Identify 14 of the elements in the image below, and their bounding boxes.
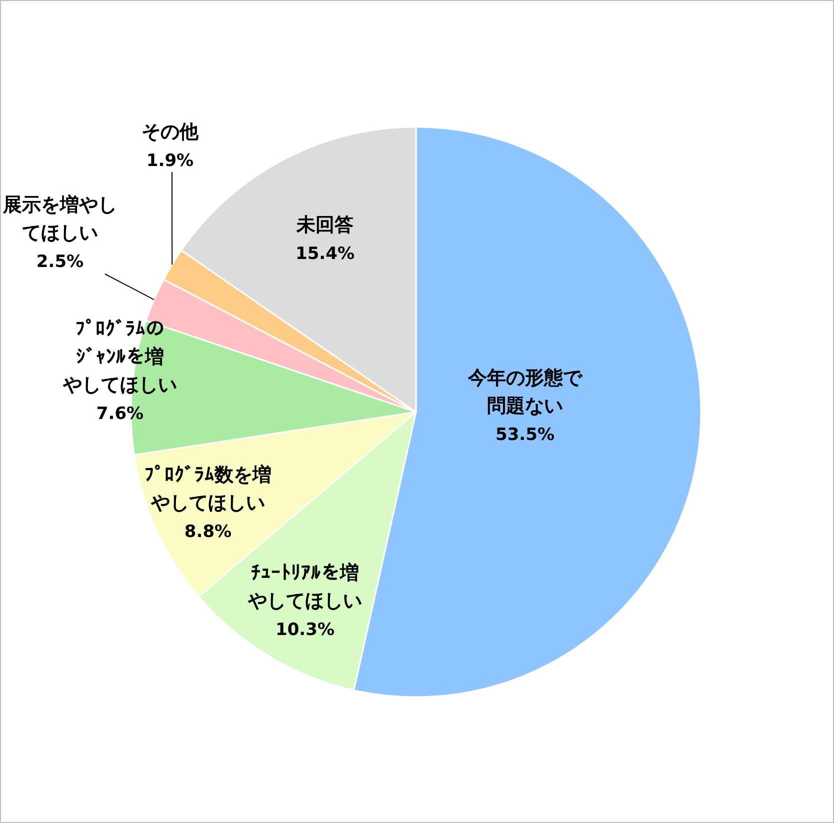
slice-label: 今年の形態で問題ない	[467, 367, 583, 418]
slice-label: ﾌﾟﾛｸﾞﾗﾑ数を増やしてほしい	[144, 464, 272, 514]
data-label: 7.6%	[96, 404, 144, 424]
slice-label: その他	[142, 121, 200, 144]
data-label: 1.9%	[146, 150, 194, 171]
slice-label: ﾌﾟﾛｸﾞﾗﾑのｼﾞｬﾝﾙを増やしてほしい	[62, 318, 177, 396]
slice-label: 展示を増やしてほしい	[2, 194, 117, 244]
slice-label: 未回答	[296, 214, 354, 236]
data-label: 2.5%	[36, 252, 84, 272]
data-label: 53.5%	[496, 424, 554, 445]
data-label: 10.3%	[276, 620, 334, 640]
data-label: 15.4%	[296, 244, 354, 264]
slice-label: ﾁｭｰﾄﾘｱﾙを増やしてほしい	[247, 562, 362, 612]
data-label: 8.8%	[184, 522, 232, 542]
